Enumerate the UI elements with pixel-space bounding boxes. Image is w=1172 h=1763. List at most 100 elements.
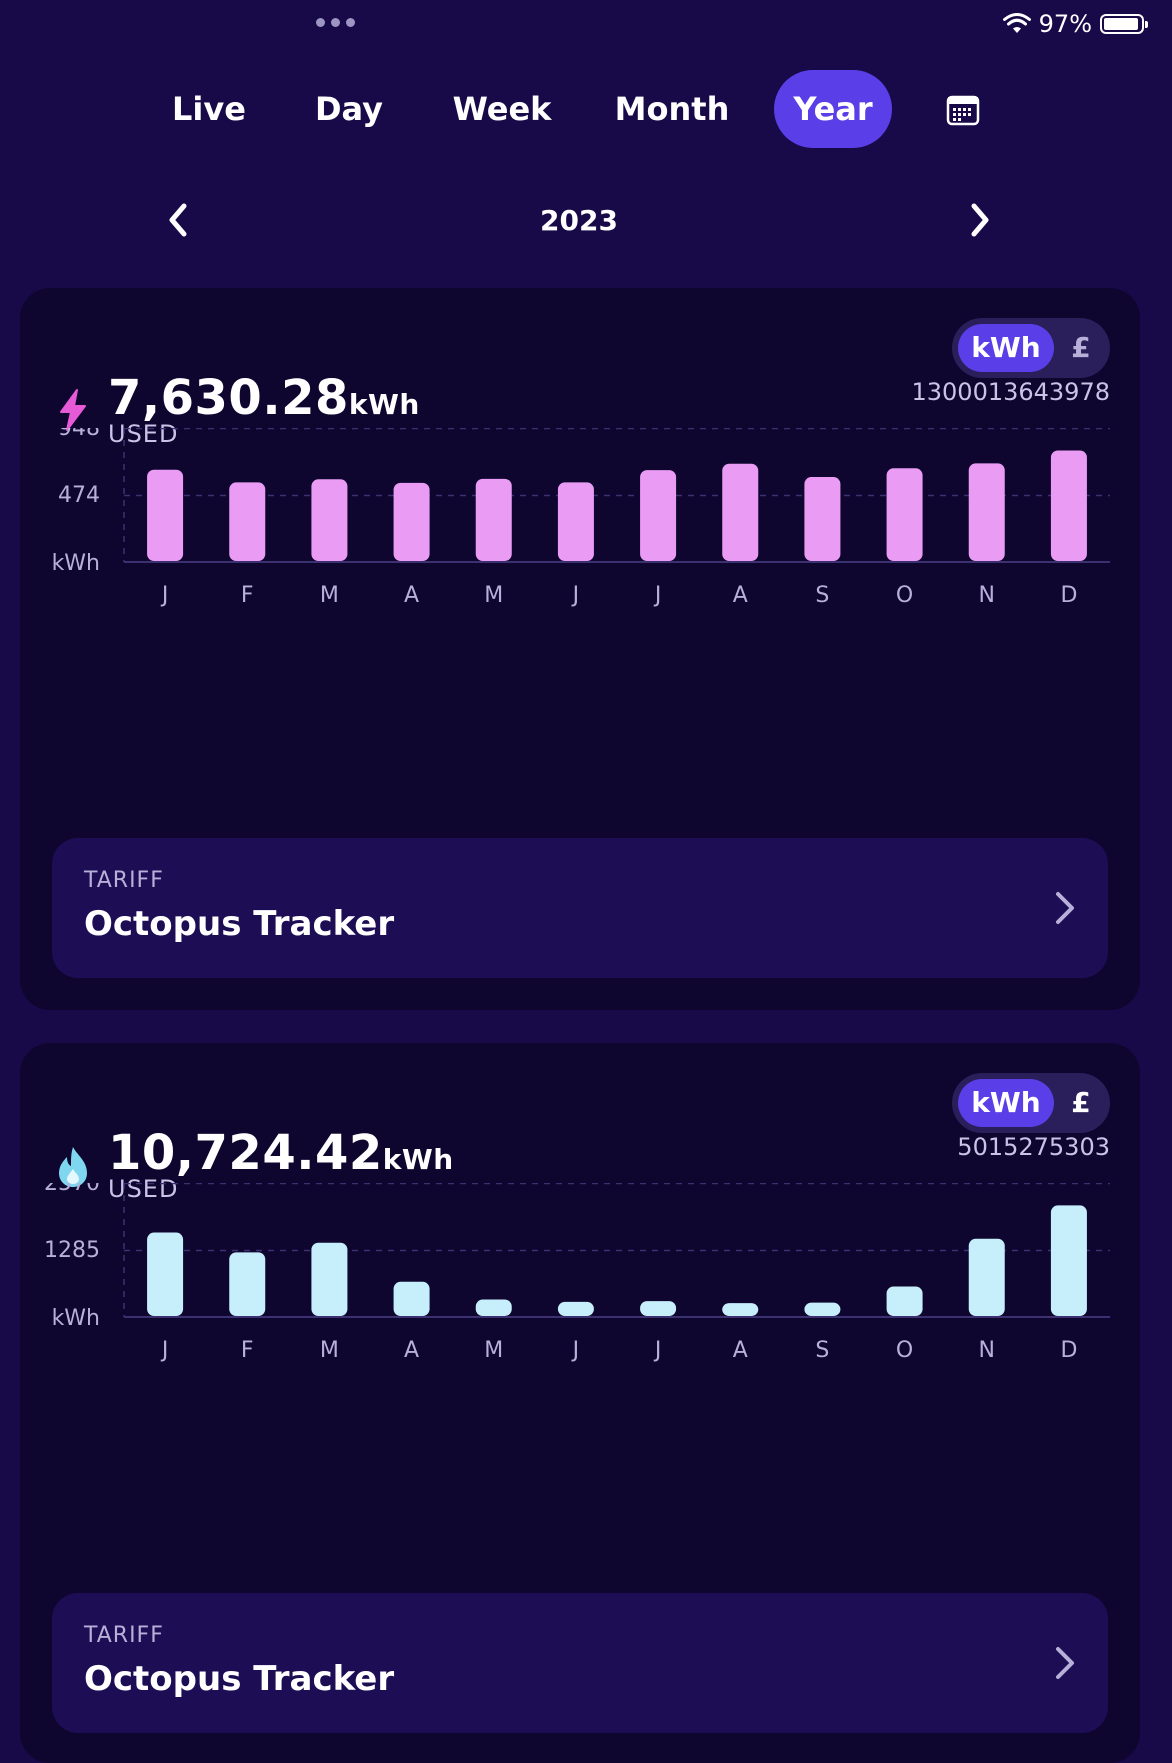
bar [475,478,512,561]
tariff-card[interactable]: TARIFF Octopus Tracker [52,838,1108,978]
x-tick-label: O [896,583,913,608]
unit-gbp-option[interactable]: £ [1071,331,1091,364]
tariff-label: TARIFF [84,868,164,893]
tab-month[interactable]: Month [614,90,730,128]
x-tick-label: J [571,1338,580,1363]
unit-kwh-option[interactable]: kWh [958,324,1054,372]
x-tick-label: N [979,1338,995,1363]
bar [640,1301,677,1316]
period-label: 2023 [540,204,618,237]
y-tick-label: 1285 [44,1238,100,1263]
electricity-card: kWh £ 1300013643978 7,630.28kWh USED 948… [20,288,1140,1010]
x-tick-label: M [484,1338,503,1363]
bar [311,1242,348,1316]
bar [722,463,759,561]
battery-percent: 97% [1038,10,1092,38]
x-tick-label: A [404,583,419,608]
y-tick-label: 948 [58,428,100,441]
x-tick-label: D [1060,583,1077,608]
x-tick-label: F [241,583,254,608]
x-tick-label: J [653,1338,662,1363]
x-tick-label: M [320,1338,339,1363]
x-tick-label: A [733,1338,748,1363]
total-usage-value: 10,724.42 [108,1125,383,1181]
bar [968,463,1005,561]
tariff-name: Octopus Tracker [84,904,395,944]
gas-bar-chart: 2570 1285 kWh J F M A M J J A S O N D [44,1183,1110,1363]
dot [316,18,325,27]
multitask-dots[interactable] [316,18,355,27]
used-label: USED [108,1175,179,1203]
total-usage-value: 7,630.28 [108,370,349,426]
bar [1050,1205,1087,1316]
tab-week[interactable]: Week [452,90,552,128]
x-tick-label: S [815,583,829,608]
x-tick-label: J [653,583,662,608]
total-usage-unit: kWh [348,388,420,421]
tariff-label: TARIFF [84,1623,164,1648]
tab-day[interactable]: Day [314,90,384,128]
status-bar: 97% [1002,10,1148,38]
x-tick-label: J [571,583,580,608]
tariff-name: Octopus Tracker [84,1659,395,1699]
next-chevron-icon[interactable] [962,200,998,240]
chevron-right-icon [1056,892,1074,924]
bar [886,468,923,561]
wifi-icon [1002,13,1031,33]
unit-gbp-option[interactable]: £ [1071,1086,1091,1119]
bar [557,482,594,561]
x-tick-label: J [160,1338,169,1363]
x-tick-label: A [733,583,748,608]
total-usage: 10,724.42kWh [108,1125,454,1181]
meter-id: 5015275303 [957,1133,1110,1161]
x-tick-label: S [815,1338,829,1363]
x-tick-label: D [1060,1338,1077,1363]
x-tick-label: A [404,1338,419,1363]
bar [475,1299,512,1316]
flame-icon [59,1147,87,1187]
bar [393,1281,430,1316]
dot [346,18,355,27]
tab-year[interactable]: Year [774,70,892,148]
total-usage: 7,630.28kWh [108,370,420,426]
bar [640,470,677,561]
bar [886,1286,923,1316]
bar [229,1252,266,1316]
bar [147,469,184,561]
dot [331,18,340,27]
x-tick-label: N [979,583,995,608]
tab-live[interactable]: Live [172,90,246,128]
period-tabs: Live Day Week Month Year [0,70,1172,148]
gas-card: kWh £ 5015275303 10,724.42kWh USED 2570 1… [20,1043,1140,1763]
bar [804,477,841,561]
x-tick-label: O [896,1338,913,1363]
calendar-icon[interactable] [946,94,980,126]
y-tick-label: kWh [52,1306,100,1331]
bar [1050,450,1087,561]
x-tick-label: M [320,583,339,608]
bar [147,1232,184,1316]
y-tick-label: kWh [52,551,100,576]
electricity-bar-chart: 948 474 kWh J F M A M J J A S O N D [52,428,1110,608]
total-usage-unit: kWh [382,1143,454,1176]
bar [311,479,348,561]
unit-kwh-option[interactable]: kWh [958,1079,1054,1127]
meter-id: 1300013643978 [911,378,1110,406]
bar [968,1238,1005,1316]
lightning-icon [60,389,86,431]
bar [229,482,266,561]
unit-toggle: kWh £ [952,318,1110,378]
previous-chevron-icon[interactable] [160,200,196,240]
tariff-card[interactable]: TARIFF Octopus Tracker [52,1593,1108,1733]
period-navigator: 2023 [0,190,1172,250]
bar [804,1302,841,1316]
bar [393,482,430,561]
bar [557,1301,594,1316]
bar [722,1303,759,1316]
y-tick-label: 2570 [44,1183,100,1196]
chevron-right-icon [1056,1647,1074,1679]
battery-icon [1100,14,1148,34]
x-tick-label: M [484,583,503,608]
y-tick-label: 474 [58,483,100,508]
used-label: USED [108,420,179,448]
